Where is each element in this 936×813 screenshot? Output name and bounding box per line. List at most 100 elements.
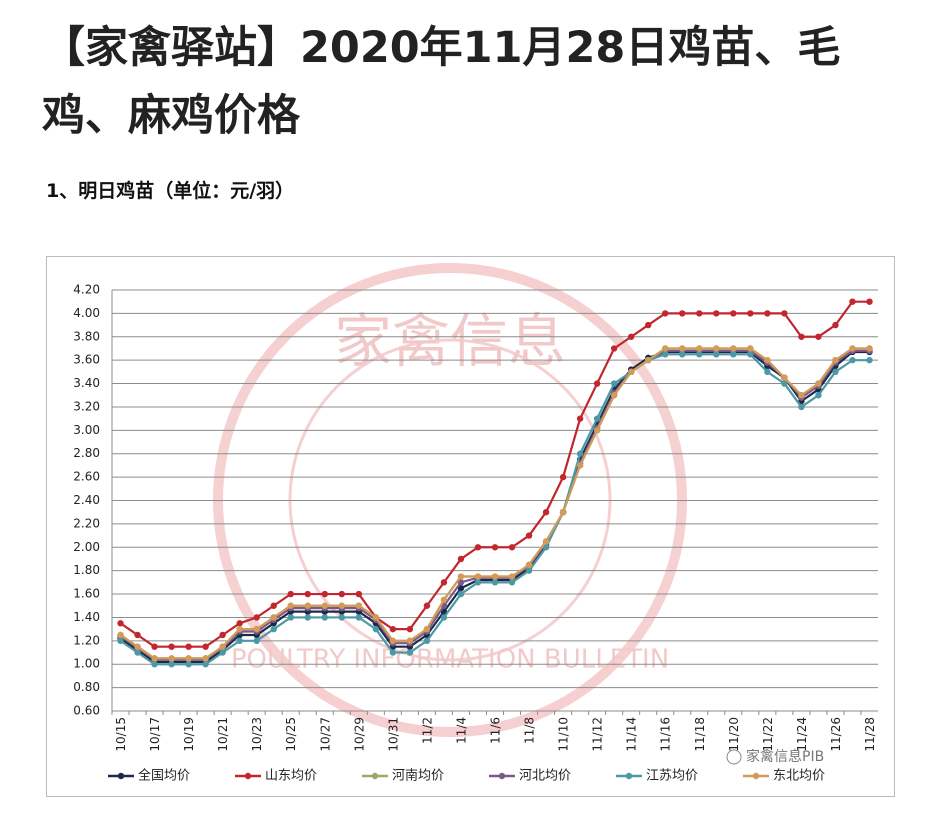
data-point [542,508,550,516]
x-tick-label: 11/26 [829,717,843,752]
data-point [185,661,192,668]
data-point [304,614,311,621]
x-tick-label: 10/15 [114,717,128,752]
series-line [119,347,870,660]
data-point [798,333,805,340]
data-point [202,655,209,662]
data-point [542,544,550,551]
data-point [219,649,226,656]
data-point [508,544,516,551]
data-point [645,356,652,364]
data-point [713,351,720,358]
x-tick-label: 10/31 [386,717,400,752]
x-tick-label: 11/28 [863,717,877,752]
x-tick-label: 10/27 [318,717,332,752]
data-point [321,590,328,598]
data-point [662,345,669,352]
data-point [815,333,822,340]
data-point [168,655,175,662]
data-point [338,590,345,598]
data-point [781,374,788,381]
x-tick-label: 11/2 [420,717,434,744]
data-point [474,579,482,586]
data-point [730,310,737,317]
x-tick-label: 11/14 [625,717,639,752]
data-point [219,643,226,650]
data-point [287,602,294,609]
data-point [781,310,788,317]
data-point [338,602,345,609]
x-tick-label: 11/4 [454,717,468,744]
data-point [866,298,873,305]
series-line [119,349,870,661]
data-point [440,579,448,586]
legend-swatch [625,772,633,780]
y-tick-label: 3.60 [73,353,100,367]
legend-swatch [498,772,506,780]
data-point [440,614,448,621]
data-point [798,403,805,411]
legend-swatch [752,772,760,780]
legend-label: 江苏均价 [646,768,698,784]
data-point [866,345,873,352]
data-point [696,310,703,317]
y-tick-label: 1.00 [73,657,100,671]
data-point [730,351,737,358]
data-point [457,579,465,586]
data-point [151,643,158,650]
data-point [168,643,175,650]
data-point [134,631,141,639]
data-point [423,625,431,633]
data-point [610,380,618,387]
data-point [372,625,380,633]
data-point [321,602,328,609]
data-point [304,590,311,598]
data-point [559,508,567,516]
data-point [457,555,465,563]
data-point [389,625,397,633]
y-tick-label: 0.60 [73,704,100,718]
data-point [610,345,618,352]
data-point [236,625,243,633]
data-point [457,573,465,580]
x-tick-label: 10/21 [216,717,230,752]
data-point [593,427,601,434]
data-point [815,380,822,387]
y-tick-label: 0.80 [73,680,100,694]
data-point [287,614,294,621]
data-point [849,345,856,352]
data-point [134,649,141,656]
data-point [491,544,499,551]
data-point [151,655,158,662]
data-point [696,345,703,352]
data-point [747,345,754,352]
y-tick-label: 4.00 [73,306,100,320]
data-point [576,462,584,469]
data-point [440,596,448,604]
x-tick-label: 11/6 [489,717,503,744]
data-point [253,625,260,633]
data-point [713,310,720,317]
data-point [866,356,873,364]
y-tick-label: 3.40 [73,376,100,390]
data-point [134,643,141,650]
data-point [219,631,226,639]
data-point [764,356,771,364]
watermark-label: 家禽信息PIB [746,748,824,765]
data-point [679,345,686,352]
x-tick-label: 11/24 [795,717,809,752]
legend-label: 山东均价 [265,769,317,784]
section-heading: 1、明日鸡苗（单位：元/羽） [46,180,295,202]
data-point [696,351,703,358]
article-title: 【家禽驿站】2020年11月28日鸡苗、毛鸡、麻鸡价格 [42,23,841,141]
legend-swatch [117,772,125,780]
data-point [832,321,839,329]
y-tick-label: 3.00 [73,423,100,437]
data-point [662,310,669,317]
legend-swatch [371,772,379,780]
data-point [406,649,414,656]
data-point [406,637,414,645]
watermark-icon [726,749,742,765]
data-point [202,661,209,668]
